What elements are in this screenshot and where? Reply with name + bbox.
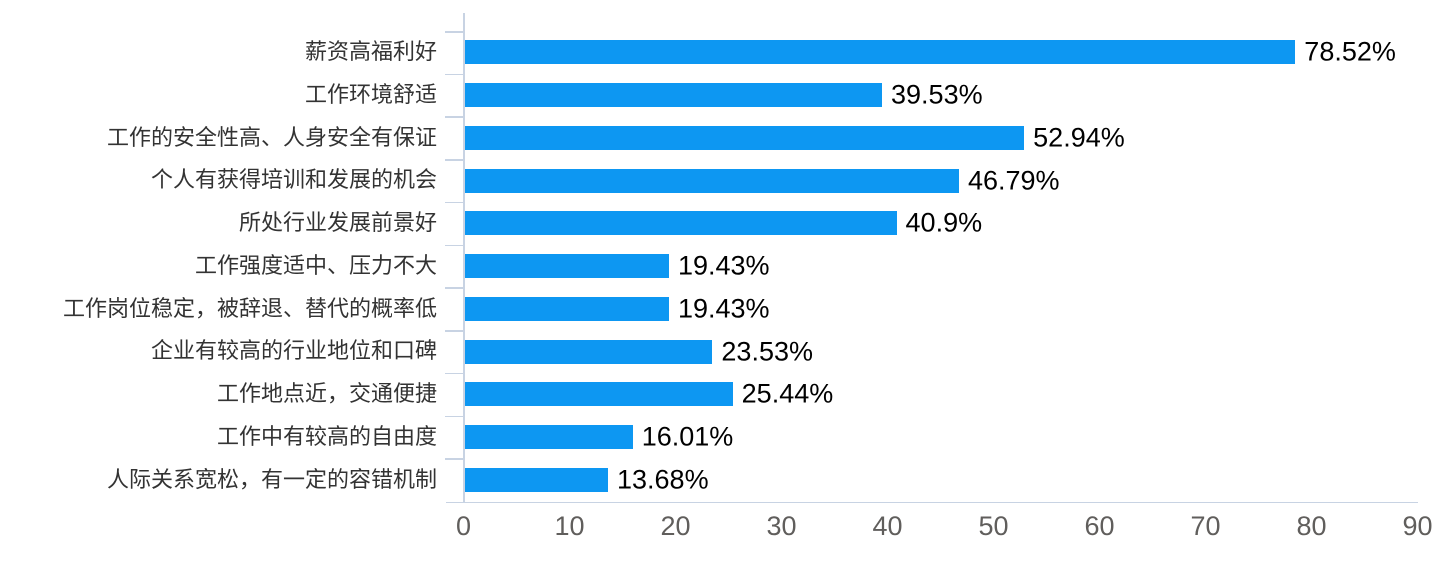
category-label: 所处行业发展前景好 <box>238 210 437 236</box>
data-label: 78.52% <box>1304 36 1396 67</box>
x-axis-tick-label: 50 <box>978 511 1009 541</box>
category-label: 工作岗位稳定，被辞退、替代的概率低 <box>62 295 437 321</box>
category-tick-mark <box>445 287 464 289</box>
x-axis-tick-label: 0 <box>455 511 472 541</box>
category-label: 工作的安全性高、人身安全有保证 <box>106 124 437 150</box>
category-tick-mark <box>445 116 464 118</box>
chart-row: 人际关系宽松，有一定的容错机制 13.68% <box>0 458 1417 501</box>
data-label: 52.94% <box>1033 122 1125 153</box>
data-label: 19.43% <box>677 250 770 281</box>
data-label: 25.44% <box>741 378 834 409</box>
category-tick-mark <box>445 73 464 76</box>
plot-cell: 19.43% <box>463 287 1417 330</box>
bar[interactable] <box>463 125 1025 150</box>
plot-cell: 13.68% <box>463 458 1417 501</box>
x-axis-tick-label: 60 <box>1084 511 1115 541</box>
category-tick-mark <box>445 458 464 460</box>
x-axis-tick-label: 80 <box>1296 511 1327 541</box>
bar[interactable] <box>463 40 1296 65</box>
category-tick-mark <box>445 31 464 33</box>
bar[interactable] <box>463 424 633 449</box>
bar[interactable] <box>463 168 959 193</box>
data-label: 23.53% <box>721 336 813 366</box>
chart-row: 工作环境舒适 39.53% <box>0 74 1417 117</box>
category-label: 工作环境舒适 <box>304 81 437 107</box>
category-tick-mark <box>445 372 464 375</box>
category-axis-line <box>463 13 465 502</box>
bar[interactable] <box>463 83 883 108</box>
category-tick-mark <box>445 244 464 247</box>
bar[interactable] <box>463 211 897 236</box>
chart-row: 工作的安全性高、人身安全有保证 52.94% <box>0 116 1417 159</box>
category-label: 人际关系宽松，有一定的容错机制 <box>106 466 437 492</box>
data-label: 16.01% <box>641 421 734 452</box>
x-axis-tick-label: 90 <box>1402 511 1433 541</box>
category-tick-mark <box>445 330 464 332</box>
category-label: 工作地点近，交通便捷 <box>216 381 437 407</box>
chart-row: 工作岗位稳定，被辞退、替代的概率低 19.43% <box>0 287 1417 330</box>
bar[interactable] <box>463 296 669 321</box>
chart-row: 个人有获得培训和发展的机会 46.79% <box>0 159 1417 202</box>
category-tick-mark <box>445 201 464 204</box>
category-label: 企业有较高的行业地位和口碑 <box>150 338 437 364</box>
chart-row: 企业有较高的行业地位和口碑 23.53% <box>0 330 1417 373</box>
chart-row: 工作中有较高的自由度 16.01% <box>0 416 1417 459</box>
plot-cell: 25.44% <box>463 373 1417 416</box>
bar[interactable] <box>463 467 608 492</box>
category-label: 工作中有较高的自由度 <box>216 423 437 449</box>
chart-row: 工作地点近，交通便捷 25.44% <box>0 373 1417 416</box>
data-label: 40.9% <box>905 207 983 238</box>
data-label: 46.79% <box>967 165 1060 196</box>
plot-cell: 16.01% <box>463 416 1417 459</box>
data-label: 19.43% <box>677 293 770 324</box>
category-label: 个人有获得培训和发展的机会 <box>150 167 437 193</box>
x-axis-tick-label: 40 <box>872 511 903 541</box>
x-axis-tick-label: 20 <box>660 511 691 541</box>
plot-cell: 23.53% <box>463 330 1417 373</box>
bar[interactable] <box>463 254 669 279</box>
category-label: 工作强度适中、压力不大 <box>194 252 437 278</box>
category-label: 薪资高福利好 <box>304 39 437 65</box>
x-axis-tick-label: 10 <box>554 511 585 541</box>
chart-rows: 薪资高福利好 78.52% 工作环境舒适 39.53% 工作的安全性高、人身安全有保证 5… <box>0 31 1417 501</box>
category-tick-mark <box>445 159 464 161</box>
data-label: 39.53% <box>891 79 983 110</box>
chart-row: 薪资高福利好 78.52% <box>0 31 1417 74</box>
chart-row: 工作强度适中、压力不大 19.43% <box>0 245 1417 288</box>
bar[interactable] <box>463 339 713 364</box>
data-label: 13.68% <box>617 464 709 495</box>
plot-cell: 40.9% <box>463 202 1417 245</box>
plot-cell: 46.79% <box>463 159 1417 202</box>
x-axis-tick-label: 30 <box>766 511 797 541</box>
plot-cell: 78.52% <box>463 31 1417 74</box>
category-tick-mark <box>445 415 464 418</box>
plot-cell: 19.43% <box>463 245 1417 288</box>
plot-cell: 39.53% <box>463 74 1417 117</box>
bar[interactable] <box>463 382 733 407</box>
value-axis-line <box>446 501 1418 503</box>
x-axis-tick-label: 70 <box>1190 511 1221 541</box>
chart-row: 所处行业发展前景好 40.9% <box>0 202 1417 245</box>
plot-cell: 52.94% <box>463 116 1417 159</box>
